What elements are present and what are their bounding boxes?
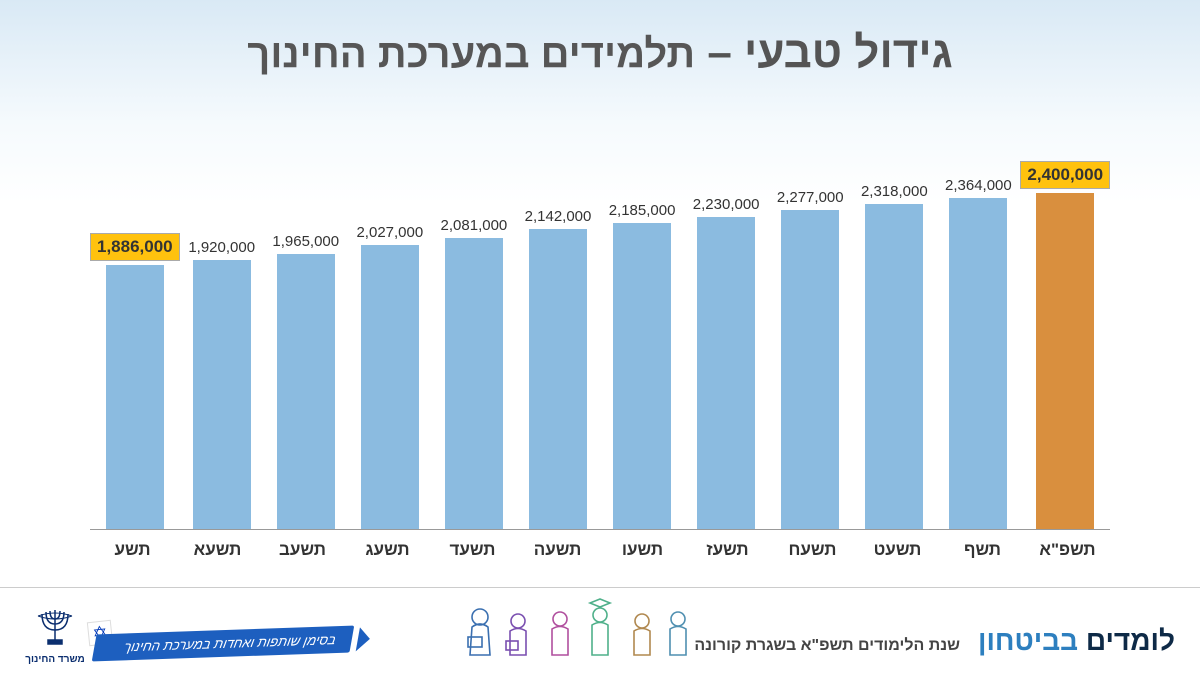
bar [697,217,755,529]
title-main: גידול טבעי [744,28,953,77]
x-label: תשעו [600,540,685,560]
brand-logo: לומדים בביטחון [978,625,1175,657]
bar [949,198,1007,529]
title-sub: תלמידים במערכת החינוך [247,32,695,76]
x-label: תשעא [175,540,260,560]
bar [529,229,587,529]
x-label: תשע [90,540,175,560]
x-label: תשפ"א [1025,540,1110,560]
brand-word-study: לומדים [1086,625,1175,656]
value-label: 2,027,000 [356,224,423,241]
slide-title: גידול טבעי – תלמידים במערכת החינוך [0,0,1200,78]
value-label: 2,364,000 [945,177,1012,194]
bar-col: 2,400,000 [1020,161,1110,529]
value-label: 2,081,000 [441,217,508,234]
value-label: 2,277,000 [777,189,844,206]
value-label: 2,318,000 [861,183,928,200]
bar [613,223,671,529]
x-axis-labels: תשעתשעאתשעבתשעגתשעדתשעהתשעותשעזתשעחתשעטת… [90,540,1110,560]
value-label: 1,920,000 [188,239,255,256]
bar-chart: 1,886,000 1,920,000 1,965,000 2,027,000 2,08… [90,150,1110,560]
bar [361,245,419,529]
slogan-ribbon: בסימן שותפות ואחדות במערכת החינוך [92,626,355,662]
value-label: 2,142,000 [525,208,592,225]
ministry-emblem: משרד החינוך [25,604,85,665]
bar-col: 2,081,000 [432,217,516,529]
x-label: תשעז [685,540,770,560]
menorah-icon [32,604,78,650]
bar-col: 1,965,000 [264,233,348,529]
bar [445,238,503,529]
footer: משרד החינוך ✡ בסימן שותפות ואחדות במערכת… [0,587,1200,675]
x-label: תשעג [345,540,430,560]
brand-word-safe: בביטחון [978,625,1086,656]
value-label: 1,886,000 [90,233,180,261]
bar-col: 2,185,000 [600,202,684,529]
bar [193,260,251,529]
bar-col: 2,027,000 [348,224,432,529]
value-label: 2,185,000 [609,202,676,219]
bars-container: 1,886,000 1,920,000 1,965,000 2,027,000 2,08… [90,180,1110,530]
x-label: תשף [940,540,1025,560]
bar-col: 2,142,000 [516,208,600,529]
bar [781,210,839,529]
value-label: 1,965,000 [272,233,339,250]
x-label: תשעט [855,540,940,560]
value-label: 2,230,000 [693,196,760,213]
bar [1036,193,1094,529]
bar-col: 2,318,000 [852,183,936,529]
students-illustration-icon [460,597,700,667]
bar-col: 2,364,000 [936,177,1020,529]
bar [277,254,335,529]
school-year-line: שנת הלימודים תשפ"א בשגרת קורונה [694,637,960,655]
bar-col: 2,277,000 [768,189,852,529]
bar [106,265,164,529]
bar [865,204,923,529]
x-label: תשעה [515,540,600,560]
x-label: תשעב [260,540,345,560]
bar-col: 1,920,000 [180,239,264,529]
value-label: 2,400,000 [1020,161,1110,189]
bar-col: 1,886,000 [90,233,180,529]
title-separator: – [695,28,744,77]
footer-right: לומדים בביטחון שנת הלימודים תשפ"א בשגרת … [694,625,1175,657]
emblem-label: משרד החינוך [25,654,85,665]
bar-col: 2,230,000 [684,196,768,529]
x-label: תשעח [770,540,855,560]
x-label: תשעד [430,540,515,560]
